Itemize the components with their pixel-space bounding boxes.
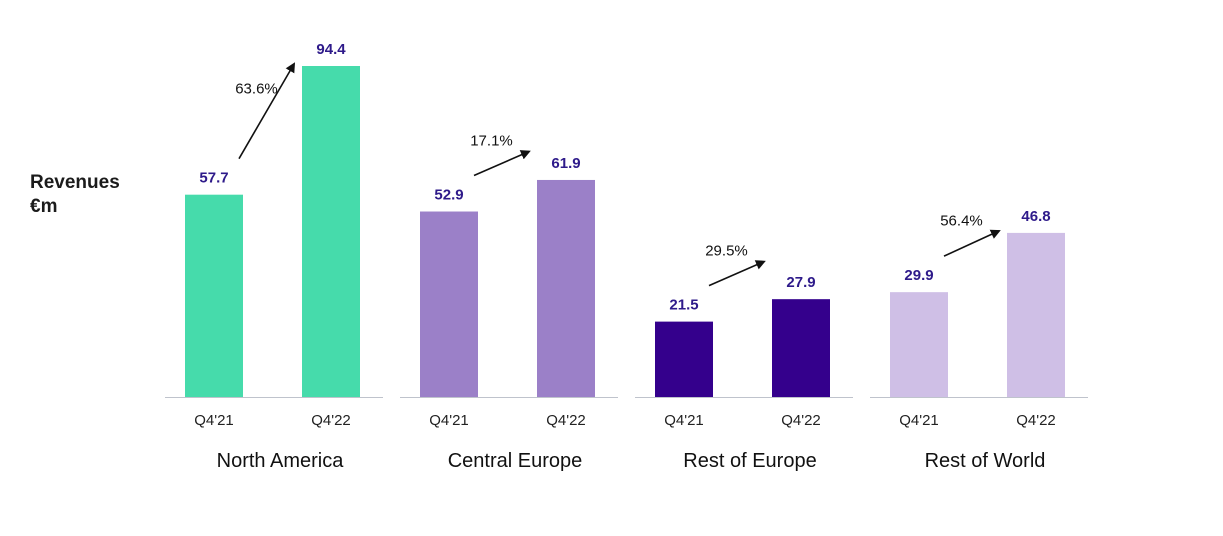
y-axis-label-line-1: Revenues (30, 172, 120, 193)
data-label-rest-of-europe-2: 27.9 (786, 274, 815, 291)
growth-arrow-rest-of-europe (708, 260, 766, 287)
y-axis-label-line-2: €m (30, 196, 58, 217)
growth-label-rest-of-europe: 29.5% (705, 243, 748, 260)
bar-rest-of-europe-1 (655, 321, 713, 397)
bar-central-europe-1 (420, 211, 478, 397)
growth-label-rest-of-world: 56.4% (940, 213, 983, 230)
growth-arrow-rest-of-world (943, 229, 1001, 257)
data-label-north-america-2: 94.4 (316, 41, 346, 58)
growth-label-north-america: 63.6% (235, 80, 278, 97)
y-axis-label: Revenues €m (30, 171, 120, 219)
growth-arrow-north-america (238, 62, 296, 160)
bar-rest-of-world-2 (1007, 232, 1065, 397)
tick-label-rest-of-world-2: Q4'22 (1016, 412, 1056, 429)
group-label-central-europe: Central Europe (448, 450, 583, 472)
tick-label-north-america-1: Q4'21 (194, 412, 234, 429)
bar-north-america-2 (302, 66, 360, 397)
data-label-central-europe-1: 52.9 (434, 187, 463, 204)
group-label-rest-of-world: Rest of World (925, 450, 1046, 472)
growth-label-central-europe: 17.1% (470, 133, 513, 150)
data-label-rest-of-europe-1: 21.5 (669, 297, 698, 314)
tick-label-central-europe-1: Q4'21 (429, 412, 469, 429)
tick-label-central-europe-2: Q4'22 (546, 412, 586, 429)
data-label-rest-of-world-1: 29.9 (904, 267, 933, 284)
data-label-rest-of-world-2: 46.8 (1021, 208, 1050, 225)
bar-north-america-1 (185, 194, 243, 397)
data-label-north-america-1: 57.7 (199, 170, 228, 187)
bar-central-europe-2 (537, 179, 595, 397)
data-label-central-europe-2: 61.9 (551, 155, 580, 172)
tick-label-rest-of-europe-2: Q4'22 (781, 412, 821, 429)
tick-label-rest-of-europe-1: Q4'21 (664, 412, 704, 429)
tick-label-rest-of-world-1: Q4'21 (899, 412, 939, 429)
growth-arrow-central-europe (473, 150, 531, 177)
group-label-north-america: North America (217, 450, 345, 472)
group-label-rest-of-europe: Rest of Europe (683, 450, 816, 472)
bar-rest-of-europe-2 (772, 299, 830, 397)
bar-rest-of-world-1 (890, 292, 948, 397)
tick-label-north-america-2: Q4'22 (311, 412, 351, 429)
